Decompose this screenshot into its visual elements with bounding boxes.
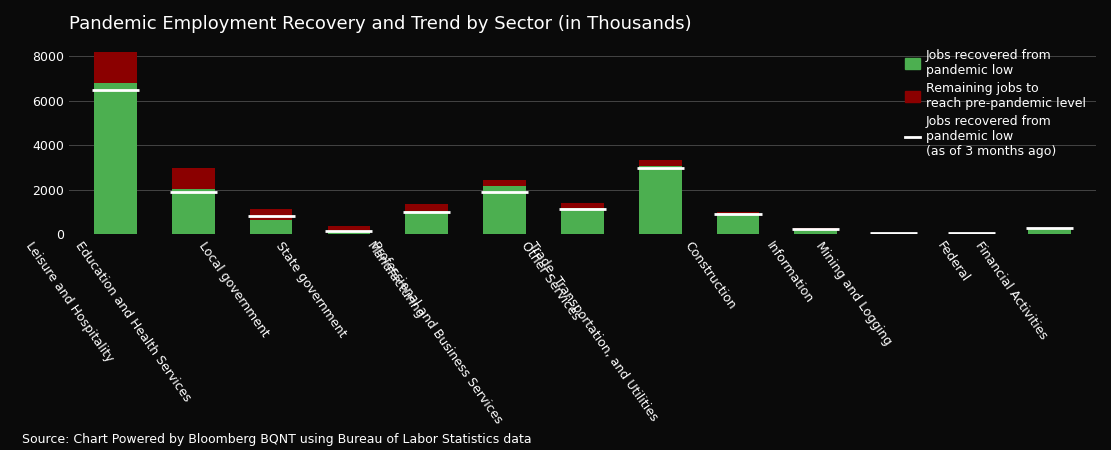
Bar xyxy=(328,231,370,234)
Text: Pandemic Employment Recovery and Trend by Sector (in Thousands): Pandemic Employment Recovery and Trend b… xyxy=(69,15,691,33)
Bar xyxy=(172,189,214,234)
Bar xyxy=(94,52,137,83)
Legend: Jobs recovered from
pandemic low, Remaining jobs to
reach pre-pandemic level, Jo: Jobs recovered from pandemic low, Remain… xyxy=(901,45,1090,162)
Bar xyxy=(950,233,993,234)
Bar xyxy=(794,228,838,229)
Bar xyxy=(794,229,838,234)
Bar xyxy=(250,209,292,220)
Bar xyxy=(717,212,760,213)
Bar xyxy=(717,213,760,234)
Bar xyxy=(172,167,214,189)
Bar xyxy=(872,233,915,234)
Bar xyxy=(250,220,292,234)
Bar xyxy=(328,226,370,231)
Bar xyxy=(639,160,681,166)
Bar xyxy=(483,186,526,234)
Text: Source: Chart Powered by Bloomberg BQNT using Bureau of Labor Statistics data: Source: Chart Powered by Bloomberg BQNT … xyxy=(22,432,532,446)
Bar xyxy=(483,180,526,186)
Bar xyxy=(561,207,603,234)
Bar xyxy=(406,204,448,211)
Bar xyxy=(1028,228,1071,234)
Bar xyxy=(406,211,448,234)
Bar xyxy=(94,83,137,234)
Bar xyxy=(639,166,681,234)
Bar xyxy=(561,203,603,207)
